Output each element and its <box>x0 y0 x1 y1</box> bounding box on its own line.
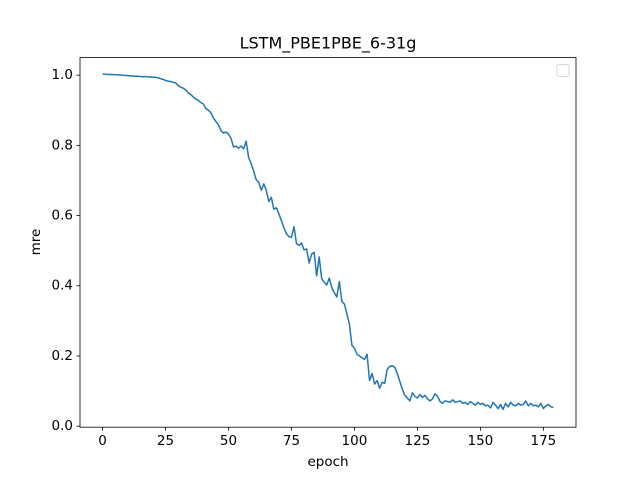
data-line <box>102 73 554 411</box>
y-tick-label: 0.4 <box>52 278 73 294</box>
x-tick-label: 25 <box>157 433 174 449</box>
x-tick-label: 150 <box>468 433 494 449</box>
y-tick-label: 0.8 <box>52 137 73 153</box>
y-tick-label: 0.2 <box>52 348 73 364</box>
legend-box <box>556 64 570 77</box>
x-tick-label: 100 <box>342 433 368 449</box>
x-tick-label: 75 <box>283 433 300 449</box>
y-axis-label: mre <box>28 229 44 256</box>
x-axis-label: epoch <box>307 454 348 470</box>
x-tick-label: 0 <box>98 433 107 449</box>
y-tick-label: 0.6 <box>52 208 73 224</box>
x-tick-label: 125 <box>405 433 431 449</box>
y-tick-label: 1.0 <box>52 67 73 83</box>
chart-title: LSTM_PBE1PBE_6-31g <box>240 34 417 54</box>
x-tick-label: 50 <box>220 433 237 449</box>
x-tick-label: 175 <box>530 433 556 449</box>
y-tick-label: 0.0 <box>52 418 73 434</box>
plot-frame <box>79 57 577 428</box>
